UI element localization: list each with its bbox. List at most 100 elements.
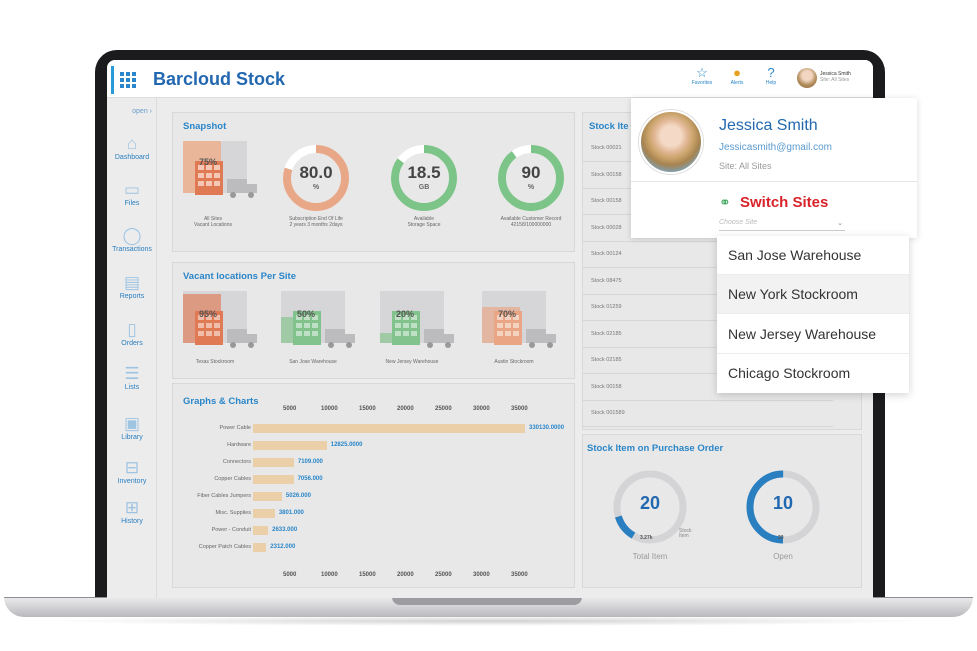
laptop-notch	[392, 597, 582, 605]
bar-value-label: 3801.000	[278, 510, 304, 516]
bar[interactable]	[253, 526, 269, 535]
switch-sites-label: Switch Sites	[740, 194, 829, 211]
bar-category-label: Fiber Cables Jumpers	[197, 493, 251, 499]
sidebar-item-dashboard[interactable]: ⌂ Dashboard	[107, 134, 157, 161]
site-option-chicago[interactable]: Chicago Stockroom	[728, 365, 851, 381]
help-label: Help	[765, 80, 777, 86]
help-button[interactable]: ? Help	[754, 65, 788, 87]
favorites-button[interactable]: ☆ Favorites	[685, 65, 719, 87]
open-label: Open	[773, 552, 793, 561]
bar-category-label: Copper Cables	[214, 476, 251, 482]
axis-tick-label: 5000	[283, 406, 297, 412]
vacant-sites-panel: Vacant locations Per Site 95% Texas Stock…	[172, 262, 575, 379]
chevron-down-icon: ⌄	[837, 220, 843, 227]
favorites-label: Favorites	[691, 80, 713, 86]
stock-item-row[interactable]: Stock 00158	[583, 374, 833, 401]
purchase-order-panel: Stock Item on Purchase Order 20 3.27k St…	[582, 434, 862, 588]
storage-unit: GB	[418, 184, 430, 191]
site-vacancy-percent: 20%	[396, 309, 415, 319]
bar[interactable]	[253, 458, 294, 467]
alerts-button[interactable]: ● Alerts	[720, 66, 754, 87]
total-item-sub-value: 3.27k	[640, 535, 653, 541]
axis-tick-label: 15000	[359, 406, 376, 412]
bar[interactable]	[253, 543, 267, 552]
site-select[interactable]: Choose Site ⌄	[719, 219, 845, 231]
avatar[interactable]	[797, 68, 817, 88]
site-option-new-jersey[interactable]: New Jersey Warehouse	[717, 315, 909, 354]
customer-record-value: 90	[521, 163, 541, 182]
stock-item-row[interactable]: Stock 001589	[583, 400, 833, 427]
book-icon: ⊞	[124, 498, 140, 517]
total-item-sub-label: Stock Item	[679, 528, 692, 539]
sidebar-item-lists[interactable]: ☰ Lists	[107, 364, 157, 391]
sidebar-item-orders[interactable]: ▯ Orders	[107, 320, 157, 347]
axis-tick-label: 35000	[511, 572, 528, 578]
app-menu-button[interactable]	[111, 66, 141, 94]
vacant-label: All Sites Vacant Locations	[194, 216, 232, 228]
alerts-label: Alerts	[730, 80, 744, 86]
warehouse-icon	[281, 291, 355, 348]
grid-icon	[119, 72, 136, 88]
site-vacancy-card: 50% San Jose Warehouse	[281, 289, 363, 379]
sidebar: open › ⌂ Dashboard ▭ Files ◯ Transaction…	[107, 98, 157, 598]
bar[interactable]	[253, 475, 294, 484]
sidebar-item-reports[interactable]: ▤ Reports	[107, 273, 157, 300]
sidebar-item-label: Library	[121, 434, 143, 441]
sidebar-item-inventory[interactable]: ⊟ Inventory	[107, 458, 157, 485]
sidebar-open-link[interactable]: open ›	[132, 108, 152, 115]
stock-item-row[interactable]: Stock 01259	[583, 294, 833, 321]
subscription-unit: %	[312, 184, 320, 191]
bar-category-label: Copper Patch Cables	[198, 544, 251, 550]
site-option-san-jose[interactable]: San Jose Warehouse	[717, 236, 909, 275]
subscription-gauge	[283, 145, 349, 211]
sidebar-item-label: Dashboard	[114, 154, 150, 161]
sidebar-item-history[interactable]: ⊞ History	[107, 498, 157, 525]
sidebar-item-library[interactable]: ▣ Library	[107, 414, 157, 441]
site-vacancy-card: 95% Texas Stockroom	[183, 289, 265, 379]
sidebar-item-label: Inventory	[117, 478, 147, 485]
profile-email[interactable]: Jessicasmith@gmail.com	[719, 142, 832, 153]
snapshot-title: Snapshot	[183, 121, 227, 132]
warehouse-icon	[380, 291, 454, 348]
bar[interactable]	[253, 492, 282, 501]
axis-tick-label: 10000	[321, 406, 338, 412]
graphs-panel: Graphs & Charts 5000 10000 15000 20000 25000…	[172, 383, 575, 588]
header-user-info[interactable]: Jessica Smith Site: All Sites	[820, 71, 851, 83]
site-vacancy-label: Texas Stockroom	[195, 359, 235, 365]
bar-category-label: Power - Conduit	[211, 527, 251, 533]
box-icon: ⊟	[124, 458, 140, 477]
switch-users-icon: ⚭	[719, 194, 731, 210]
subscription-value: 80.0	[299, 163, 333, 182]
profile-divider	[631, 181, 917, 182]
warehouse-icon	[183, 291, 257, 348]
stock-item-row[interactable]: Stock 00028	[583, 215, 833, 242]
stock-item-row[interactable]: Stock 00124	[583, 241, 833, 268]
axis-tick-label: 15000	[359, 572, 376, 578]
bar[interactable]	[253, 509, 275, 518]
vacant-warehouse-icon	[183, 141, 257, 198]
app-header: Barcloud Stock ☆ Favorites ● Alerts ? He…	[107, 60, 873, 98]
stock-item-row[interactable]: Stock 08475	[583, 268, 833, 295]
header-user-name: Jessica Smith	[820, 71, 851, 77]
bar[interactable]	[253, 424, 525, 433]
storage-gauge	[391, 145, 457, 211]
bar-value-label: 2312.000	[270, 544, 296, 550]
total-item-gauge	[613, 470, 687, 544]
axis-tick-label: 20000	[397, 406, 414, 412]
axis-tick-label: 35000	[511, 406, 528, 412]
storage-label: Available Storage Space	[407, 216, 441, 228]
document-icon: ▯	[127, 320, 137, 339]
star-icon: ☆	[696, 65, 708, 80]
header-user-site: Site: All Sites	[820, 77, 850, 83]
question-icon: ?	[767, 65, 775, 80]
site-vacancy-percent: 70%	[498, 309, 517, 319]
bar[interactable]	[253, 441, 327, 450]
sidebar-item-files[interactable]: ▭ Files	[107, 180, 157, 207]
stock-item-row[interactable]: Stock 02185	[583, 321, 833, 348]
sidebar-item-transactions[interactable]: ◯ Transactions	[107, 226, 157, 253]
stock-item-row[interactable]: Stock 02185	[583, 347, 833, 374]
sidebar-item-label: Files	[124, 200, 140, 207]
app-title: Barcloud Stock	[153, 69, 286, 89]
site-option-new-york[interactable]: New York Stockroom	[717, 275, 909, 314]
stock-items-title: Stock Ite	[589, 121, 629, 132]
